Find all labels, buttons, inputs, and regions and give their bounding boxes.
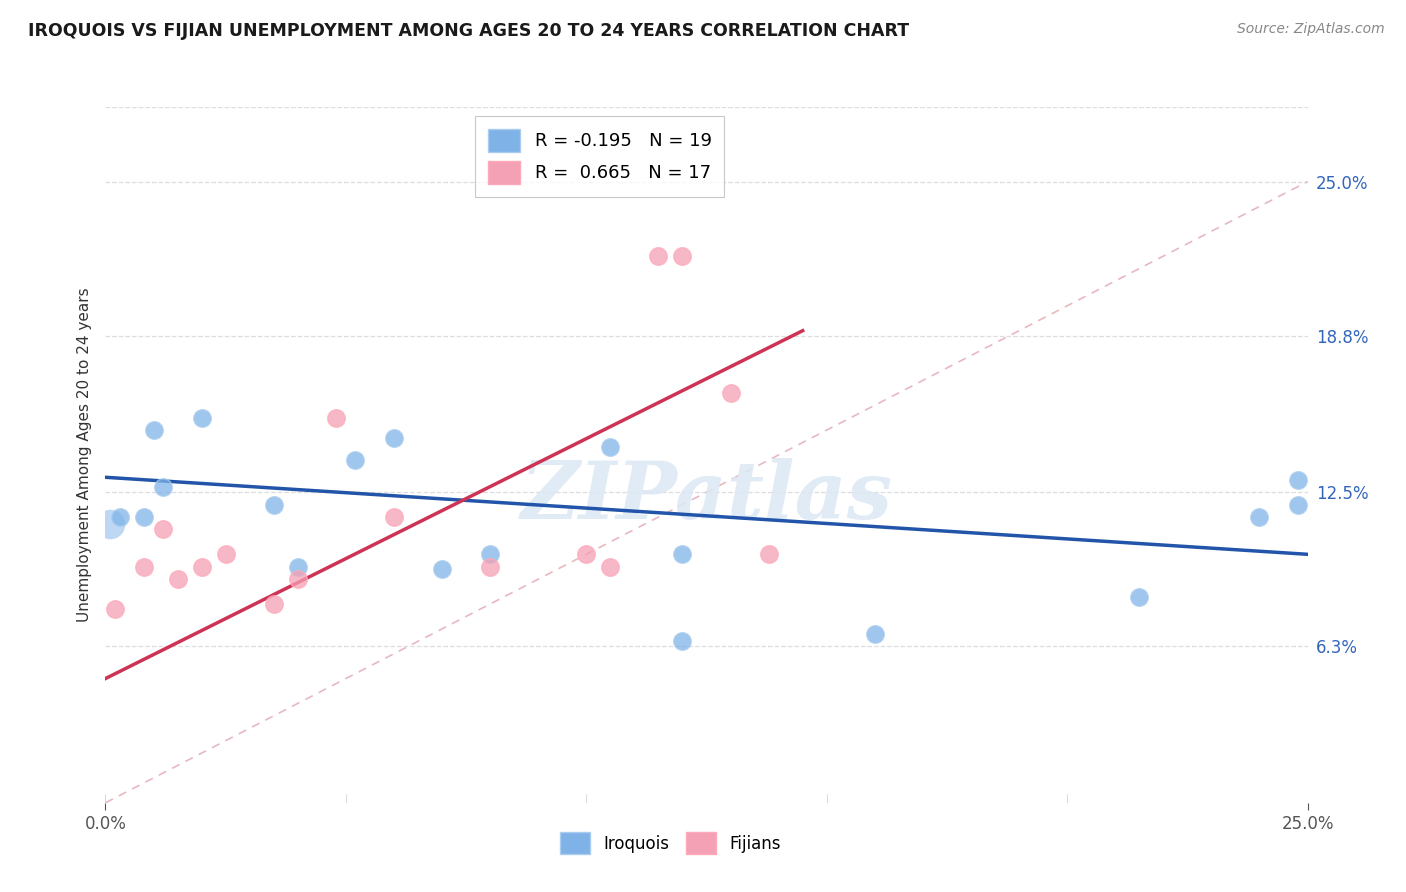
Point xyxy=(430,562,453,576)
Point xyxy=(142,423,165,437)
Point xyxy=(382,431,405,445)
Point xyxy=(479,547,502,561)
Point xyxy=(599,559,621,574)
Text: Source: ZipAtlas.com: Source: ZipAtlas.com xyxy=(1237,22,1385,37)
Point xyxy=(166,572,188,586)
Point xyxy=(287,572,309,586)
Point xyxy=(344,453,367,467)
Point xyxy=(671,547,693,561)
Point xyxy=(479,559,502,574)
Point xyxy=(132,559,155,574)
Legend: Iroquois, Fijians: Iroquois, Fijians xyxy=(554,826,787,861)
Point xyxy=(104,602,127,616)
Point xyxy=(325,410,347,425)
Point xyxy=(671,249,693,263)
Point xyxy=(1286,473,1309,487)
Point xyxy=(671,634,693,648)
Point xyxy=(575,547,598,561)
Point xyxy=(132,510,155,524)
Text: ZIPatlas: ZIPatlas xyxy=(520,458,893,535)
Point xyxy=(1286,498,1309,512)
Point xyxy=(599,441,621,455)
Point xyxy=(152,480,174,494)
Point xyxy=(382,510,405,524)
Point xyxy=(720,385,742,400)
Point xyxy=(98,517,121,532)
Point xyxy=(108,510,131,524)
Point xyxy=(214,547,236,561)
Point xyxy=(190,559,212,574)
Text: IROQUOIS VS FIJIAN UNEMPLOYMENT AMONG AGES 20 TO 24 YEARS CORRELATION CHART: IROQUOIS VS FIJIAN UNEMPLOYMENT AMONG AG… xyxy=(28,22,910,40)
Point xyxy=(190,410,212,425)
Point xyxy=(287,559,309,574)
Point xyxy=(263,597,285,611)
Point xyxy=(1128,590,1150,604)
Point xyxy=(758,547,780,561)
Point xyxy=(1249,510,1271,524)
Y-axis label: Unemployment Among Ages 20 to 24 years: Unemployment Among Ages 20 to 24 years xyxy=(76,287,91,623)
Point xyxy=(647,249,669,263)
Point xyxy=(863,627,886,641)
Point xyxy=(263,498,285,512)
Point xyxy=(152,523,174,537)
